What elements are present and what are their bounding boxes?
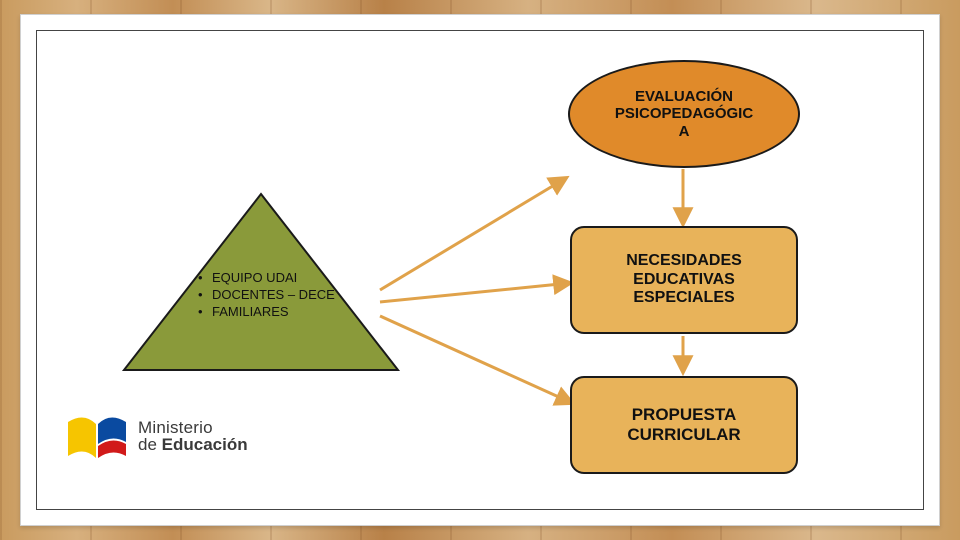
triangle-bullet-2: •DOCENTES – DECE bbox=[198, 287, 358, 304]
ministerio-logo-mark bbox=[62, 406, 132, 466]
arrow-tri-to-oval bbox=[380, 178, 566, 290]
triangle-bullet-1: •EQUIPO UDAI bbox=[198, 270, 358, 287]
arrow-tri-to-mid bbox=[380, 283, 570, 302]
ministerio-logo-text: Ministerio de Educación bbox=[138, 419, 248, 453]
node-evaluacion-oval: EVALUACIÓN PSICOPEDAGÓGIC A bbox=[568, 60, 800, 168]
node-necesidades-label: NECESIDADES EDUCATIVAS ESPECIALES bbox=[626, 252, 742, 307]
triangle-bullet-3: •FAMILIARES bbox=[198, 304, 358, 321]
node-necesidades-box: NECESIDADES EDUCATIVAS ESPECIALES bbox=[570, 226, 798, 334]
logo-line-1: Ministerio bbox=[138, 419, 248, 436]
node-evaluacion-label: EVALUACIÓN PSICOPEDAGÓGIC A bbox=[615, 88, 753, 140]
logo-line-2: de Educación bbox=[138, 436, 248, 453]
ministerio-logo: Ministerio de Educación bbox=[62, 400, 302, 472]
arrow-tri-to-bot bbox=[380, 316, 572, 403]
triangle-bullets: •EQUIPO UDAI •DOCENTES – DECE •FAMILIARE… bbox=[198, 270, 358, 321]
node-propuesta-box: PROPUESTA CURRICULAR bbox=[570, 376, 798, 474]
node-triangle: •EQUIPO UDAI •DOCENTES – DECE •FAMILIARE… bbox=[120, 192, 402, 372]
node-propuesta-label: PROPUESTA CURRICULAR bbox=[627, 405, 740, 444]
